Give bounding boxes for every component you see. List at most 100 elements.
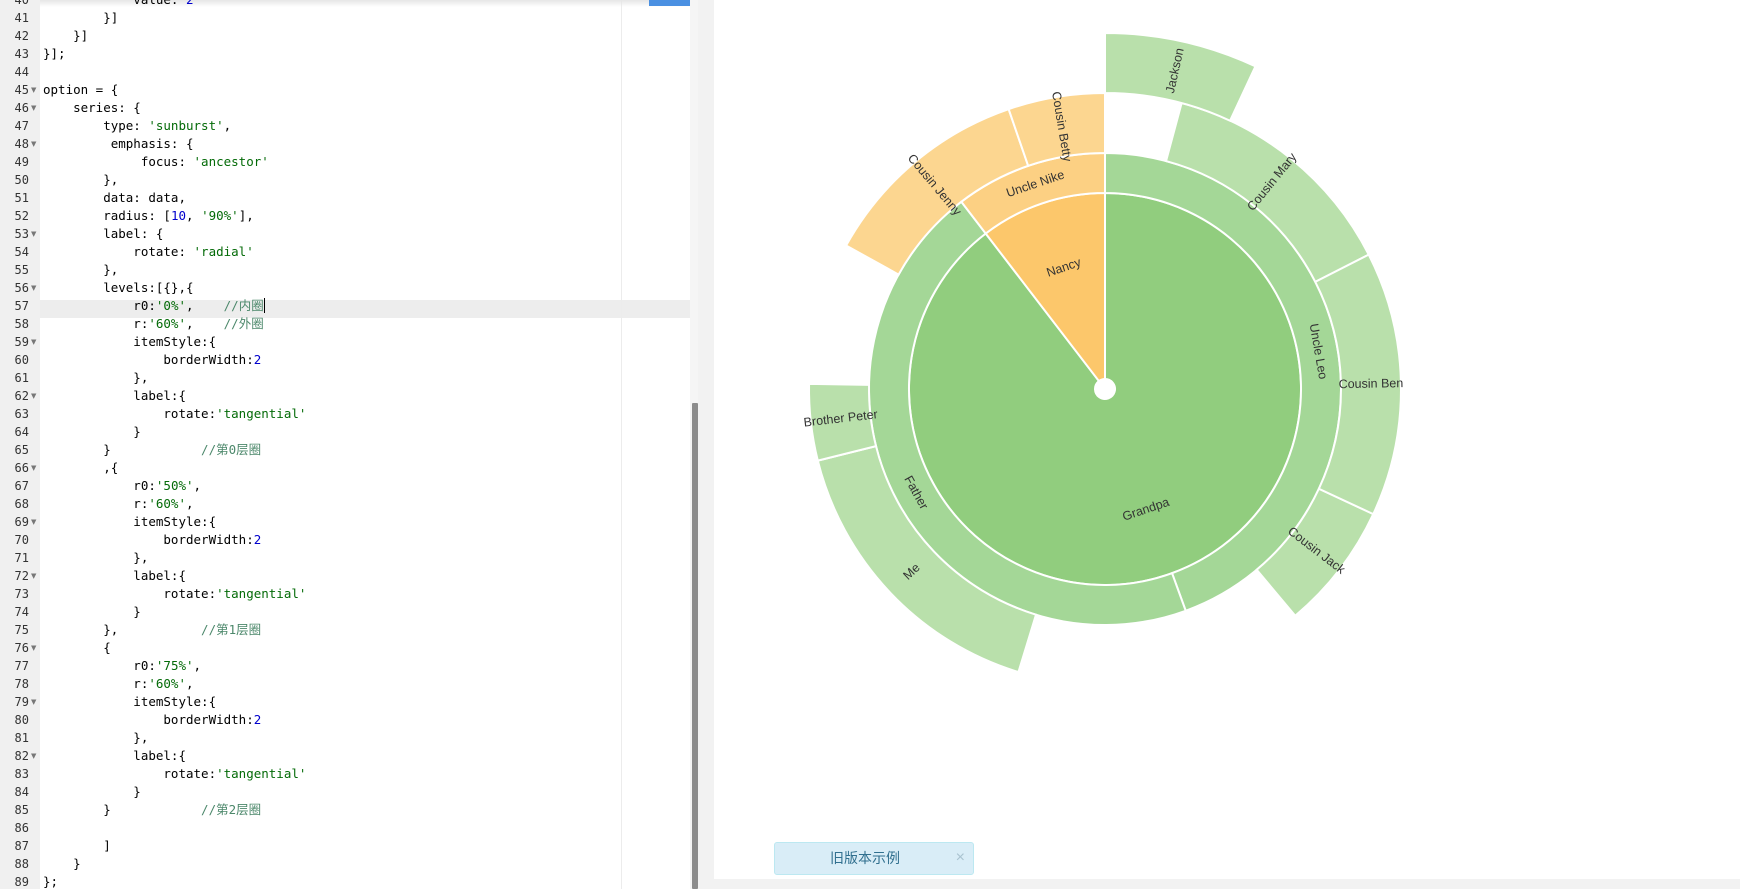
line-number: 80 — [14, 713, 29, 727]
code-token-plain: label: { — [43, 226, 164, 241]
line-number: 83 — [14, 767, 29, 781]
code-line[interactable]: borderWidth:2 — [43, 351, 261, 369]
code-line[interactable]: }, //第1层圈 — [43, 621, 261, 639]
sector-jackson[interactable] — [1104, 31, 1257, 123]
code-line[interactable]: }]; — [43, 45, 66, 63]
code-token-plain: focus: — [43, 154, 194, 169]
fold-toggle-icon[interactable]: ▼ — [31, 104, 37, 112]
line-number: 53 — [14, 227, 29, 241]
code-token-plain: , — [193, 658, 202, 673]
code-line[interactable]: r:'60%', //外圈 — [43, 315, 263, 333]
fold-toggle-icon[interactable]: ▼ — [31, 698, 37, 706]
code-line[interactable]: r:'60%', — [43, 675, 193, 693]
code-line[interactable]: }, — [43, 549, 148, 567]
code-token-plain: itemStyle:{ — [43, 694, 217, 709]
code-line[interactable]: } — [43, 423, 141, 441]
code-line[interactable]: borderWidth:2 — [43, 711, 261, 729]
code-line[interactable]: }] — [43, 9, 118, 27]
code-line[interactable]: }] — [43, 27, 88, 45]
run-button[interactable] — [649, 0, 698, 6]
code-line[interactable]: ] — [43, 837, 111, 855]
code-token-plain: } — [43, 442, 202, 457]
code-line[interactable]: emphasis: { — [43, 135, 194, 153]
code-token-string: 'tangential' — [216, 766, 307, 781]
code-line[interactable]: option = { — [43, 81, 118, 99]
code-line[interactable]: r:'60%', — [43, 495, 193, 513]
code-line[interactable]: }, — [43, 729, 148, 747]
code-line[interactable]: label:{ — [43, 387, 186, 405]
code-line[interactable]: levels:[{},{ — [43, 279, 193, 297]
fold-toggle-icon[interactable]: ▼ — [31, 284, 37, 292]
code-line[interactable]: }, — [43, 369, 148, 387]
sector-cousin-ben[interactable] — [1313, 253, 1402, 516]
line-number: 58 — [14, 317, 29, 331]
code-token-string: 'ancestor' — [193, 154, 269, 169]
code-line[interactable]: label:{ — [43, 747, 186, 765]
fold-toggle-icon[interactable]: ▼ — [31, 338, 37, 346]
code-line[interactable]: } //第0层圈 — [43, 441, 261, 459]
fold-toggle-icon[interactable]: ▼ — [31, 86, 37, 94]
code-token-plain: r: — [43, 496, 149, 511]
fold-toggle-icon[interactable]: ▼ — [31, 644, 37, 652]
code-line[interactable]: } — [43, 855, 81, 873]
line-number: 84 — [14, 785, 29, 799]
old-version-notice[interactable]: 旧版本示例 × — [774, 842, 974, 875]
code-line[interactable]: type: 'sunburst', — [43, 117, 231, 135]
code-token-string: 'tangential' — [216, 586, 307, 601]
code-line[interactable]: ,{ — [43, 459, 118, 477]
fold-toggle-icon[interactable]: ▼ — [31, 230, 37, 238]
fold-toggle-icon[interactable]: ▼ — [31, 572, 37, 580]
fold-toggle-icon[interactable]: ▼ — [31, 518, 37, 526]
sector-cousin-betty[interactable] — [1007, 91, 1106, 168]
code-token-string: 'tangential' — [216, 406, 307, 421]
code-line[interactable]: }, — [43, 171, 118, 189]
code-line[interactable]: itemStyle:{ — [43, 513, 216, 531]
code-token-plain: itemStyle:{ — [43, 334, 217, 349]
code-line[interactable]: }; — [43, 873, 58, 889]
pane-divider[interactable] — [698, 0, 714, 889]
fold-toggle-icon[interactable]: ▼ — [31, 392, 37, 400]
close-icon[interactable]: × — [955, 849, 965, 866]
line-number: 59 — [14, 335, 29, 349]
code-line[interactable]: borderWidth:2 — [43, 531, 261, 549]
code-line[interactable]: focus: 'ancestor' — [43, 153, 269, 171]
code-line[interactable]: } — [43, 603, 141, 621]
line-number-gutter — [0, 0, 40, 889]
code-line[interactable]: data: data, — [43, 189, 186, 207]
code-token-plain: ], — [238, 208, 254, 223]
code-line[interactable]: label:{ — [43, 567, 186, 585]
code-line[interactable]: itemStyle:{ — [43, 333, 216, 351]
code-token-plain: , — [193, 478, 202, 493]
code-line[interactable]: label: { — [43, 225, 163, 243]
code-line[interactable]: rotate:'tangential' — [43, 585, 306, 603]
editor-scrollbar-thumb[interactable] — [692, 403, 698, 889]
code-token-plain: ] — [43, 838, 111, 853]
fold-toggle-icon[interactable]: ▼ — [31, 140, 37, 148]
code-line[interactable]: rotate:'tangential' — [43, 405, 306, 423]
line-number: 41 — [14, 11, 29, 25]
code-token-plain: , — [186, 298, 224, 313]
sector-brother-peter[interactable] — [808, 382, 878, 462]
old-version-link[interactable]: 旧版本示例 — [830, 850, 900, 866]
code-line[interactable]: r0:'75%', — [43, 657, 201, 675]
code-line[interactable]: rotate:'tangential' — [43, 765, 306, 783]
fold-toggle-icon[interactable]: ▼ — [31, 464, 37, 472]
code-line[interactable]: value: 2 — [43, 0, 193, 9]
line-number: 75 — [14, 623, 29, 637]
line-number: 81 — [14, 731, 29, 745]
code-token-string: 'sunburst' — [148, 118, 224, 133]
code-line[interactable]: }, — [43, 261, 118, 279]
code-line[interactable]: rotate: 'radial' — [43, 243, 253, 261]
code-line[interactable]: itemStyle:{ — [43, 693, 216, 711]
code-line[interactable]: radius: [10, '90%'], — [43, 207, 254, 225]
fold-toggle-icon[interactable]: ▼ — [31, 752, 37, 760]
sector-cousin-jack[interactable] — [1255, 487, 1375, 618]
code-line[interactable]: { — [43, 639, 111, 657]
code-line[interactable]: r0:'0%', //内圈 — [43, 297, 265, 315]
code-line[interactable]: } //第2层圈 — [43, 801, 261, 819]
code-line[interactable]: r0:'50%', — [43, 477, 201, 495]
code-line[interactable]: series: { — [43, 99, 141, 117]
code-line[interactable]: } — [43, 783, 141, 801]
